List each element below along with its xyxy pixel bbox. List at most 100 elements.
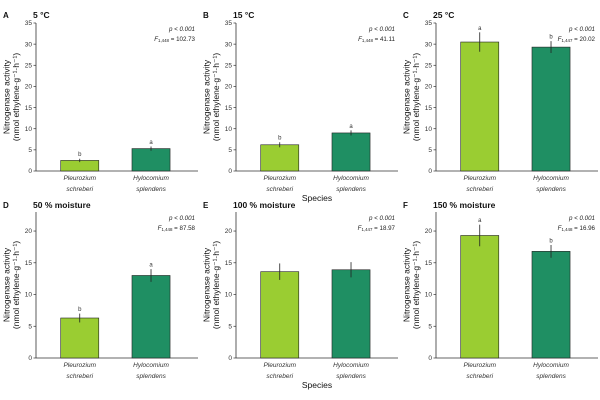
- y-axis-label-line1: Nitrogenase activity: [401, 247, 411, 322]
- bar: [531, 46, 571, 172]
- y-tick-label: 15: [225, 260, 233, 267]
- x-category-label: schreberi: [66, 186, 93, 193]
- significance-letter: a: [149, 140, 153, 146]
- stat-p-value: p < 0.001: [568, 215, 595, 222]
- y-tick-label: 30: [225, 41, 233, 48]
- y-tick-label: 10: [25, 292, 33, 299]
- y-tick-label: 25: [225, 62, 233, 69]
- panel-title: 50 % moisture: [33, 200, 91, 210]
- y-tick-label: 0: [428, 168, 432, 175]
- x-category-label: splendens: [336, 186, 366, 193]
- x-category-label: Hylocomium: [333, 362, 369, 369]
- y-tick-label: 10: [225, 126, 233, 133]
- x-category-label: Hylocomium: [533, 175, 569, 182]
- panel-c: C 25 °C 0 5 10 15 20 25 30 35 Nitrogenase activity…: [401, 10, 598, 193]
- stat-f-value: F1,447 = 18.97: [358, 225, 396, 232]
- y-tick-label: 35: [225, 20, 233, 27]
- y-axis-label-line2: (nmol ethylene·g⁻¹·h⁻¹): [11, 53, 21, 142]
- stat-f-number: = 18.97: [372, 225, 395, 232]
- y-tick-label: 10: [425, 292, 433, 299]
- stat-f-number: = 20.02: [572, 36, 595, 43]
- bar: [460, 235, 500, 359]
- x-category-label: splendens: [336, 373, 366, 380]
- y-tick-label: 20: [425, 228, 433, 235]
- bar: [131, 275, 171, 359]
- x-category-label: splendens: [136, 186, 166, 193]
- significance-letter: b: [78, 307, 82, 313]
- panel-title: 15 °C: [233, 10, 254, 20]
- stat-f-number: = 16.96: [572, 225, 595, 232]
- y-axis-label: Nitrogenase activity(nmol ethylene·g⁻¹·h…: [1, 241, 21, 330]
- stat-f-df: 1,448: [362, 38, 374, 43]
- stat-f-letter: F: [358, 225, 363, 232]
- bar: [260, 271, 300, 359]
- panel-letter: F: [403, 201, 408, 210]
- x-category-label: splendens: [536, 186, 566, 193]
- y-axis-label-line2: (nmol ethylene·g⁻¹·h⁻¹): [211, 53, 221, 142]
- stat-p-value: p < 0.001: [568, 26, 595, 33]
- y-tick-label: 10: [225, 292, 233, 299]
- stat-f-df: 1,448: [158, 38, 170, 43]
- y-axis-label-line2: (nmol ethylene·g⁻¹·h⁻¹): [11, 241, 21, 330]
- y-tick-label: 20: [225, 228, 233, 235]
- significance-letter: b: [549, 35, 553, 41]
- x-category-label: Hylocomium: [533, 362, 569, 369]
- stat-f-number: = 87.58: [172, 225, 195, 232]
- stat-f-value: F1,448 = 102.73: [154, 36, 195, 43]
- bar: [331, 132, 371, 172]
- y-tick-label: 0: [28, 355, 32, 362]
- y-tick-label: 5: [28, 323, 32, 330]
- stat-f-number: = 102.73: [169, 36, 196, 43]
- panel-title: 150 % moisture: [433, 200, 496, 210]
- y-tick-label: 5: [228, 323, 232, 330]
- stat-f-letter: F: [154, 36, 159, 43]
- stat-f-value: F1,448 = 87.58: [158, 225, 196, 232]
- bar: [260, 144, 300, 172]
- y-tick-label: 20: [25, 228, 33, 235]
- panel-f: F 150 % moisture 0 5 10 15 20 Nitrogenase activ…: [401, 200, 598, 380]
- stat-f-df: 1,447: [561, 38, 573, 43]
- y-axis-label: Nitrogenase activity(nmol ethylene·g⁻¹·h…: [401, 241, 421, 330]
- x-category-label: Pleurozium: [63, 362, 96, 369]
- y-tick-label: 20: [425, 84, 433, 91]
- x-category-label: Pleurozium: [263, 175, 296, 182]
- significance-letter: b: [549, 239, 553, 245]
- y-axis-label-line2: (nmol ethylene·g⁻¹·h⁻¹): [411, 241, 421, 330]
- y-axis-label-line2: (nmol ethylene·g⁻¹·h⁻¹): [211, 241, 221, 330]
- bar: [331, 269, 371, 359]
- panel-letter: E: [203, 201, 209, 210]
- bar: [531, 251, 571, 359]
- x-category-label: Hylocomium: [133, 175, 169, 182]
- significance-letter: a: [478, 218, 482, 224]
- stat-p-value: p < 0.001: [168, 26, 195, 33]
- stat-f-value: F1,447 = 20.02: [558, 36, 596, 43]
- y-axis-label-line1: Nitrogenase activity: [201, 59, 211, 134]
- panel-letter: C: [403, 11, 409, 20]
- y-tick-label: 15: [25, 260, 33, 267]
- bar: [460, 41, 500, 172]
- stat-f-letter: F: [558, 225, 563, 232]
- panel-d: D 50 % moisture 0 5 10 15 20 Nitrogenase activi…: [1, 200, 198, 380]
- stat-p-value: p < 0.001: [368, 215, 395, 222]
- stat-f-number: = 41.11: [373, 36, 396, 43]
- panel-b: B 15 °C 0 5 10 15 20 25 30 35 Nitrogenase activity…: [201, 10, 398, 203]
- y-tick-label: 10: [25, 126, 33, 133]
- significance-letter: a: [349, 124, 353, 130]
- y-tick-label: 5: [228, 147, 232, 154]
- stat-f-letter: F: [558, 36, 563, 43]
- x-category-label: splendens: [536, 373, 566, 380]
- stat-f-letter: F: [158, 225, 163, 232]
- x-category-label: Pleurozium: [63, 175, 96, 182]
- x-category-label: schreberi: [466, 186, 493, 193]
- panel-e: E 100 % moisture 0 5 10 15 20 Nitrogenase activ…: [201, 200, 398, 390]
- y-axis-label: Nitrogenase activity(nmol ethylene·g⁻¹·h…: [201, 241, 221, 330]
- y-tick-label: 30: [25, 41, 33, 48]
- x-category-label: splendens: [136, 373, 166, 380]
- x-category-label: Pleurozium: [263, 362, 296, 369]
- y-tick-label: 5: [28, 147, 32, 154]
- y-tick-label: 10: [425, 126, 433, 133]
- panel-a: A 5 °C 0 5 10 15 20 25 30 35 Nitrogenase activity(…: [1, 10, 198, 193]
- y-tick-label: 15: [25, 105, 33, 112]
- panel-title: 5 °C: [33, 10, 50, 20]
- y-tick-label: 5: [428, 147, 432, 154]
